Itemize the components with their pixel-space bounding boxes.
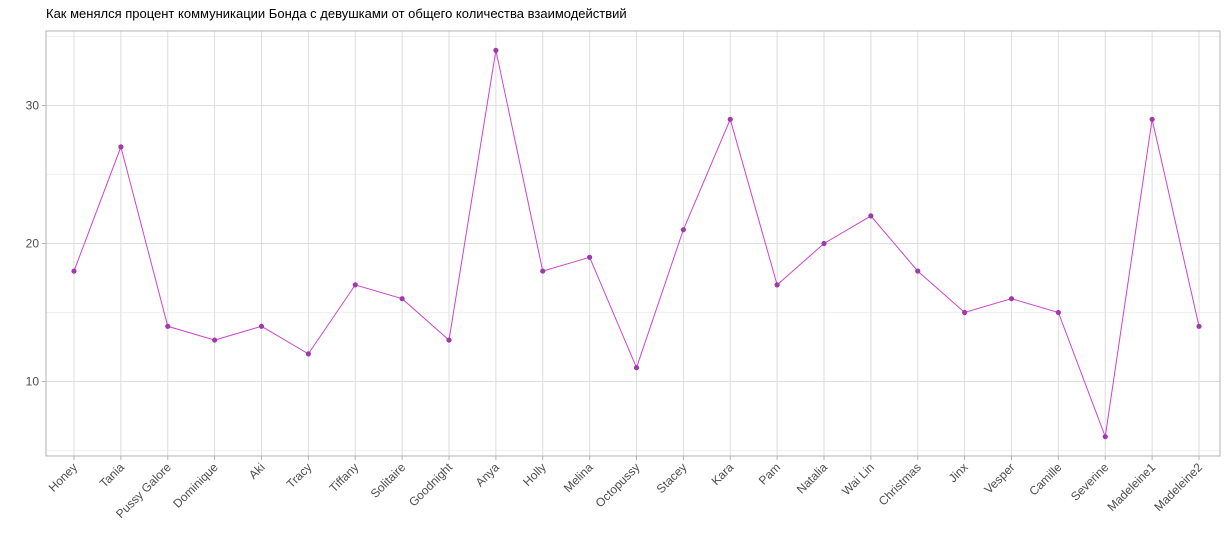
x-tick-label: Octopussy (593, 460, 643, 510)
chart-title: Как менялся процент коммуникации Бонда с… (46, 6, 627, 21)
data-point (962, 309, 968, 316)
data-point (774, 282, 780, 288)
x-tick-label: Goodnight (406, 460, 456, 510)
data-point (352, 282, 358, 288)
x-tick-label: Madeleine1 (1104, 460, 1158, 514)
x-tick-label: Jinx (946, 460, 971, 485)
y-tick-label: 30 (26, 99, 40, 113)
x-tick-label: Natalia (794, 460, 831, 497)
x-tick-label: Dominique (170, 460, 221, 511)
x-tick-label: Tiffany (326, 460, 361, 495)
x-tick-label: Vesper (981, 460, 1017, 496)
x-tick-label: Pam (756, 460, 783, 487)
x-tick-label: Solitaire (368, 460, 409, 501)
x-tick-label: Severine (1068, 460, 1112, 504)
data-point (212, 337, 218, 343)
x-tick-label: Anya (473, 460, 502, 489)
x-tick-label: Holly (520, 460, 549, 489)
grid (46, 31, 1220, 456)
x-tick-label: Stacey (654, 460, 690, 496)
data-point (1055, 309, 1061, 316)
y-tick-label: 20 (26, 237, 40, 251)
data-point (305, 351, 311, 357)
x-tick-label: Melina (561, 460, 596, 495)
data-point (680, 227, 686, 233)
data-point (1196, 323, 1202, 329)
y-tick-label: 10 (26, 374, 40, 388)
y-axis: 10 20 30 (26, 99, 46, 388)
x-tick-label: Honey (46, 460, 80, 494)
data-point (915, 268, 921, 274)
data-point (165, 323, 171, 329)
x-tick-label: Tania (97, 460, 127, 490)
data-point (587, 254, 593, 260)
x-tick-label: Kara (709, 460, 737, 488)
x-tick-label: Tracy (284, 460, 315, 491)
data-point (540, 268, 546, 274)
x-tick-label: Aki (246, 460, 268, 482)
series-points (71, 47, 1202, 440)
data-point (258, 323, 265, 329)
data-point (446, 337, 452, 343)
data-point (727, 116, 733, 122)
data-point (1008, 296, 1015, 302)
data-point (821, 240, 827, 247)
x-tick-label: Madeleine2 (1151, 460, 1205, 514)
data-point (868, 213, 874, 219)
x-tick-label: Christmas (876, 460, 924, 508)
data-point (633, 365, 640, 371)
x-tick-label: Wai Lin (839, 460, 877, 498)
data-point (118, 144, 124, 150)
data-point (399, 296, 405, 302)
x-tick-label: Camille (1026, 460, 1064, 498)
data-point (493, 47, 499, 53)
data-point (1149, 116, 1155, 122)
data-point (1102, 434, 1108, 440)
data-point (71, 268, 77, 274)
